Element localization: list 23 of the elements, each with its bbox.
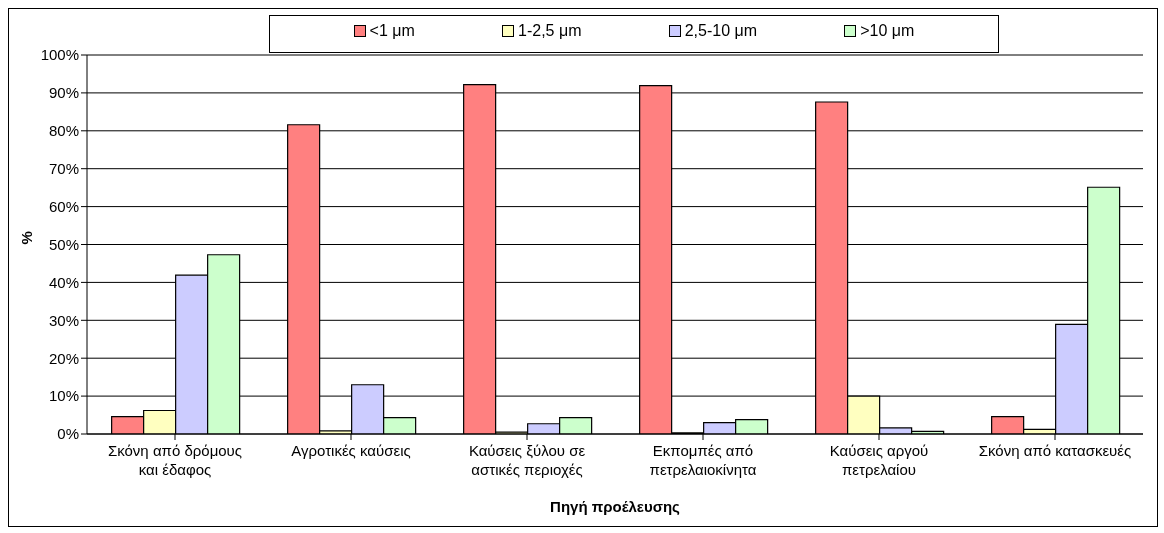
y-tick-label: 70% — [48, 160, 79, 178]
y-tick-label: 40% — [48, 273, 79, 291]
y-tick-label: 80% — [48, 122, 79, 140]
x-tick-label: Αγροτικές καύσεις — [291, 442, 411, 459]
y-axis-title: % — [18, 231, 36, 245]
x-tick-label: Καύσεις ξύλου σε αστικές περιοχές — [468, 442, 586, 478]
x-axis-title: Πηγή προέλευσης — [550, 498, 681, 515]
x-tick-label: Σκόνη από κατασκευές — [978, 442, 1132, 459]
y-tick-label: 50% — [48, 235, 79, 253]
y-tick-label: 30% — [48, 311, 79, 329]
legend-label: <1 μm — [368, 22, 415, 40]
legend-label: 2,5-10 μm — [683, 22, 758, 40]
y-tick-label: 20% — [48, 349, 79, 367]
x-tick-label: Εκπομπές από πετρελαιοκίνητα — [649, 442, 757, 478]
legend-label: >10 μm — [859, 22, 915, 40]
y-tick-label: 90% — [48, 84, 79, 102]
x-tick-label: Καύσεις αργού πετρελαίου — [829, 442, 929, 478]
y-tick-label: 0% — [57, 425, 79, 443]
legend-label: 1-2,5 μm — [517, 22, 582, 40]
y-tick-label: 60% — [48, 197, 79, 215]
y-tick-label: 10% — [48, 387, 79, 405]
y-tick-label: 100% — [40, 46, 79, 64]
x-tick-label: Σκόνη από δρόμους και έδαφος — [107, 442, 243, 478]
